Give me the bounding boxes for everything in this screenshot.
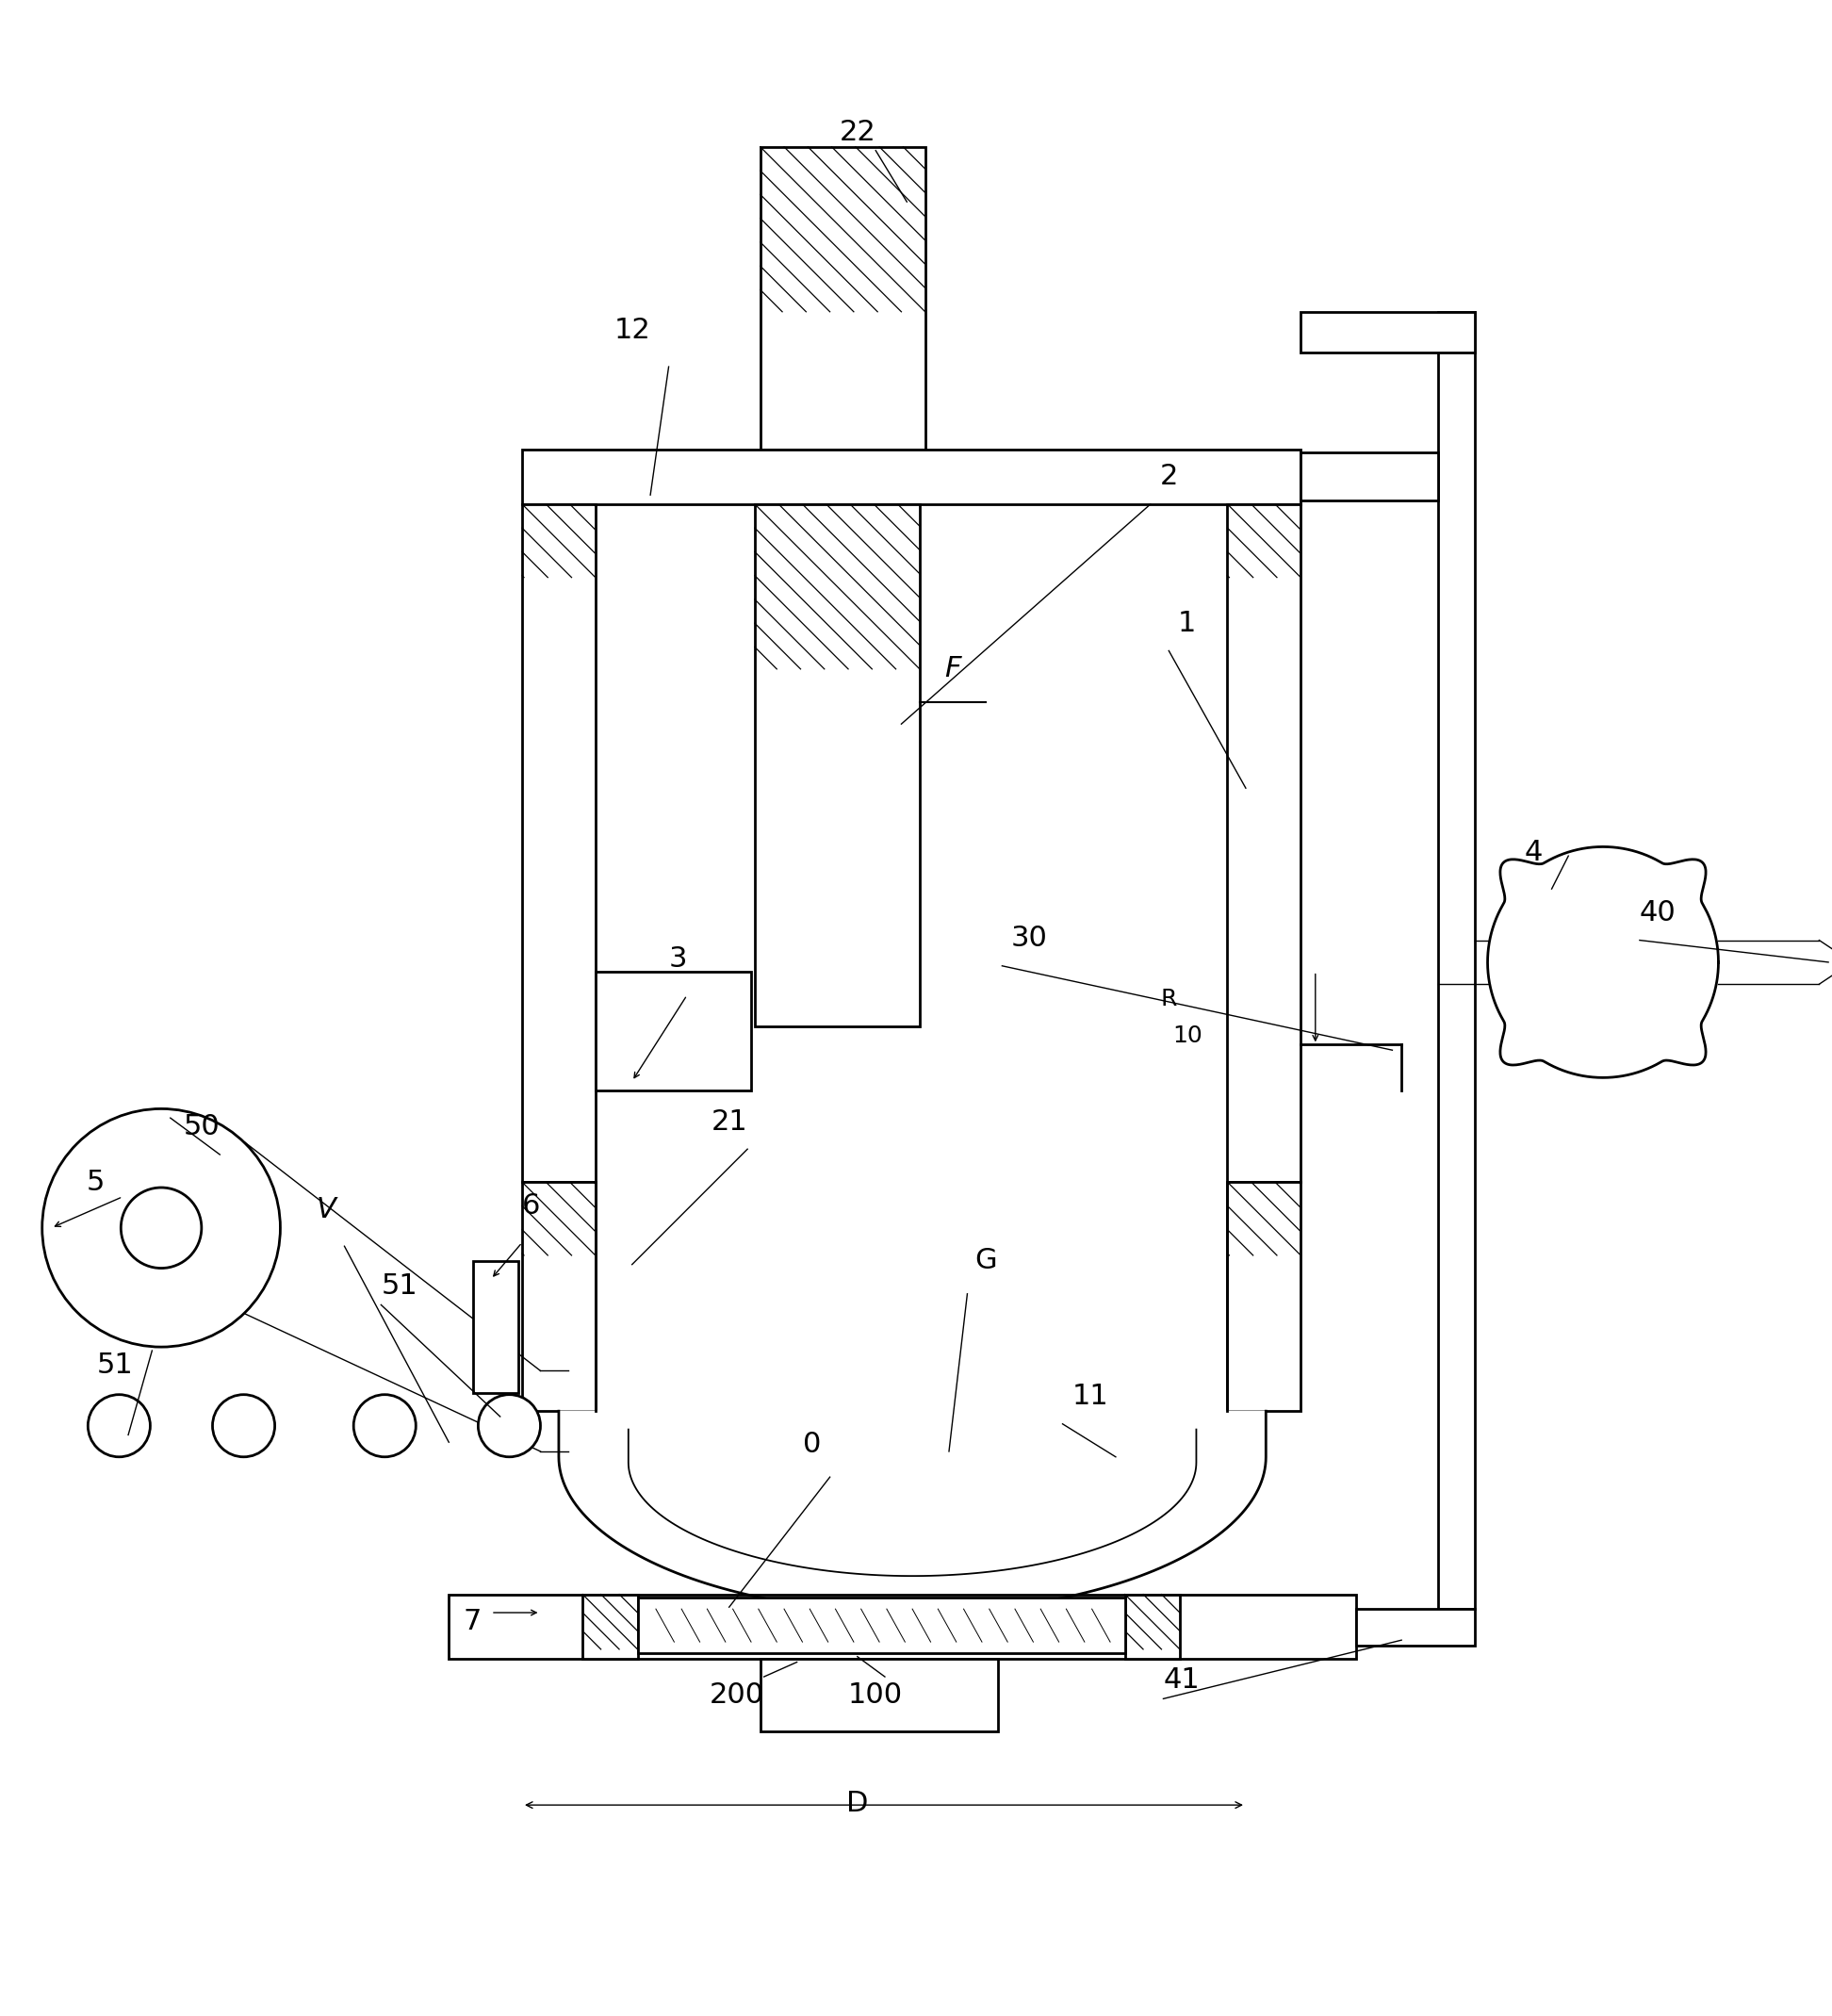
Text: 51: 51 [381, 1272, 418, 1300]
Circle shape [354, 1395, 416, 1458]
Text: G: G [975, 1248, 997, 1274]
Bar [1227, 504, 1301, 1181]
Text: 4: 4 [1524, 839, 1543, 867]
Bar [1356, 1609, 1475, 1645]
Text: 40: 40 [1640, 899, 1676, 927]
Bar [1227, 1181, 1301, 1411]
Text: V: V [317, 1195, 335, 1224]
Circle shape [213, 1395, 275, 1458]
Polygon shape [1488, 847, 1718, 1079]
Text: D: D [846, 1790, 868, 1816]
Text: 51: 51 [97, 1351, 134, 1379]
Circle shape [478, 1395, 540, 1458]
Text: R: R [1161, 988, 1176, 1010]
Text: 3: 3 [669, 946, 687, 972]
Circle shape [121, 1187, 202, 1268]
Bar [1301, 312, 1475, 353]
Bar [583, 1595, 638, 1659]
Polygon shape [559, 1411, 1266, 1613]
Bar [522, 504, 595, 1181]
Bar [1301, 454, 1438, 500]
Text: 11: 11 [1072, 1383, 1108, 1409]
Text: 50: 50 [183, 1113, 220, 1141]
Bar [760, 1659, 998, 1732]
Text: 7: 7 [463, 1609, 482, 1635]
Bar [760, 147, 925, 450]
Bar [473, 1260, 518, 1393]
Circle shape [42, 1109, 280, 1347]
Text: 12: 12 [614, 317, 650, 345]
Text: F: F [943, 655, 962, 683]
Text: 1: 1 [1178, 609, 1196, 637]
Text: 100: 100 [848, 1681, 903, 1710]
Text: 21: 21 [711, 1109, 747, 1135]
Text: 6: 6 [522, 1191, 540, 1220]
Text: 30: 30 [1011, 925, 1048, 952]
Text: 10: 10 [1172, 1024, 1202, 1046]
Bar [595, 1181, 1227, 1411]
Text: 41: 41 [1163, 1667, 1200, 1693]
Bar [638, 1599, 1125, 1653]
Bar [1125, 1595, 1180, 1659]
Bar [595, 972, 751, 1091]
Bar [449, 1595, 1356, 1659]
Bar [1438, 312, 1475, 1609]
Bar [595, 504, 1227, 1181]
Text: 0: 0 [802, 1431, 821, 1458]
Text: 200: 200 [709, 1681, 764, 1710]
Circle shape [88, 1395, 150, 1458]
Bar [522, 450, 1301, 504]
Text: 2: 2 [1160, 464, 1178, 490]
Bar [755, 504, 920, 1026]
Text: 22: 22 [839, 119, 876, 145]
Text: 5: 5 [86, 1169, 104, 1195]
Bar [522, 1181, 595, 1411]
